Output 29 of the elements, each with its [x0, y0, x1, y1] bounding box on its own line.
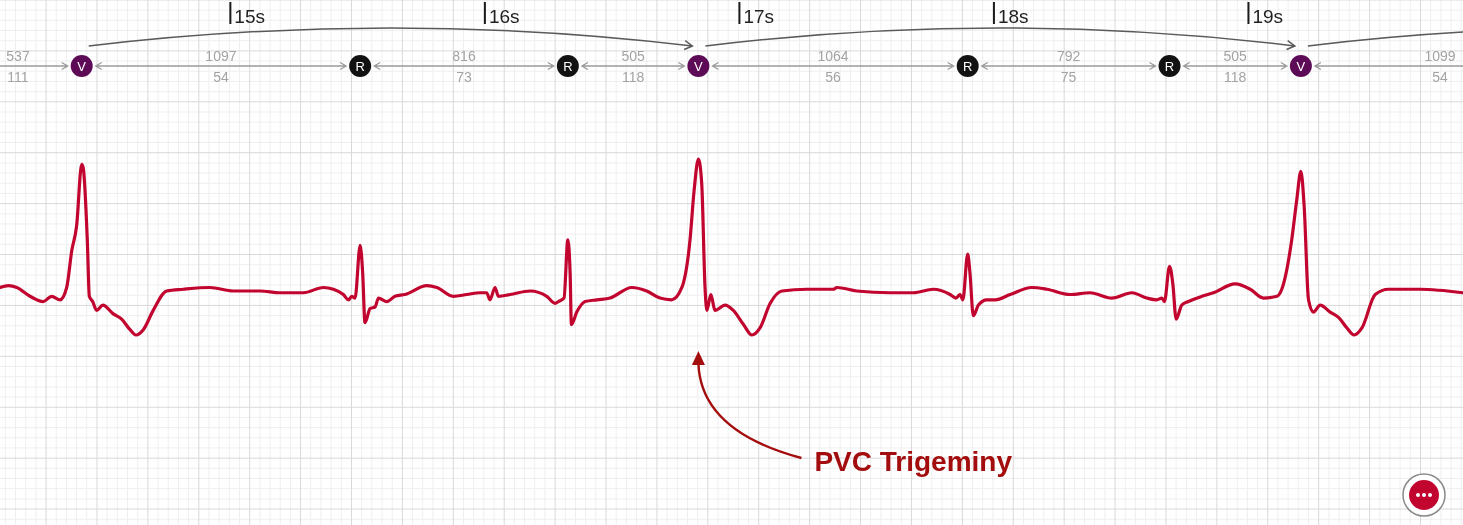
text: 118 — [1224, 69, 1247, 85]
text: V — [694, 58, 704, 74]
text: 537 — [6, 48, 30, 64]
text: 816 — [452, 48, 476, 64]
x-tick-label: 18s — [997, 6, 1029, 27]
text: 73 — [456, 69, 472, 85]
text: 505 — [621, 48, 646, 64]
x-tick-label: 16s — [488, 6, 520, 27]
text: R — [963, 58, 973, 74]
text: 75 — [1060, 69, 1077, 85]
text: 1099 — [1424, 48, 1456, 64]
text: 54 — [213, 69, 229, 85]
text: 118 — [621, 69, 645, 85]
text: 111 — [7, 69, 29, 85]
x-tick-label: 15s — [234, 6, 266, 27]
text: 56 — [825, 69, 842, 85]
text: PVC Trigeminy — [814, 446, 1013, 477]
text: 54 — [1432, 69, 1448, 85]
text: R — [355, 58, 365, 74]
text: 1064 — [817, 48, 849, 64]
text: R — [563, 58, 573, 74]
x-tick-label: 17s — [743, 6, 775, 27]
text: 792 — [1056, 48, 1081, 64]
text: V — [1296, 58, 1306, 74]
text: V — [77, 58, 87, 74]
text: R — [1164, 58, 1175, 74]
x-tick-label: 19s — [1252, 6, 1284, 27]
text: 505 — [1223, 48, 1248, 64]
text: 1097 — [205, 48, 237, 64]
